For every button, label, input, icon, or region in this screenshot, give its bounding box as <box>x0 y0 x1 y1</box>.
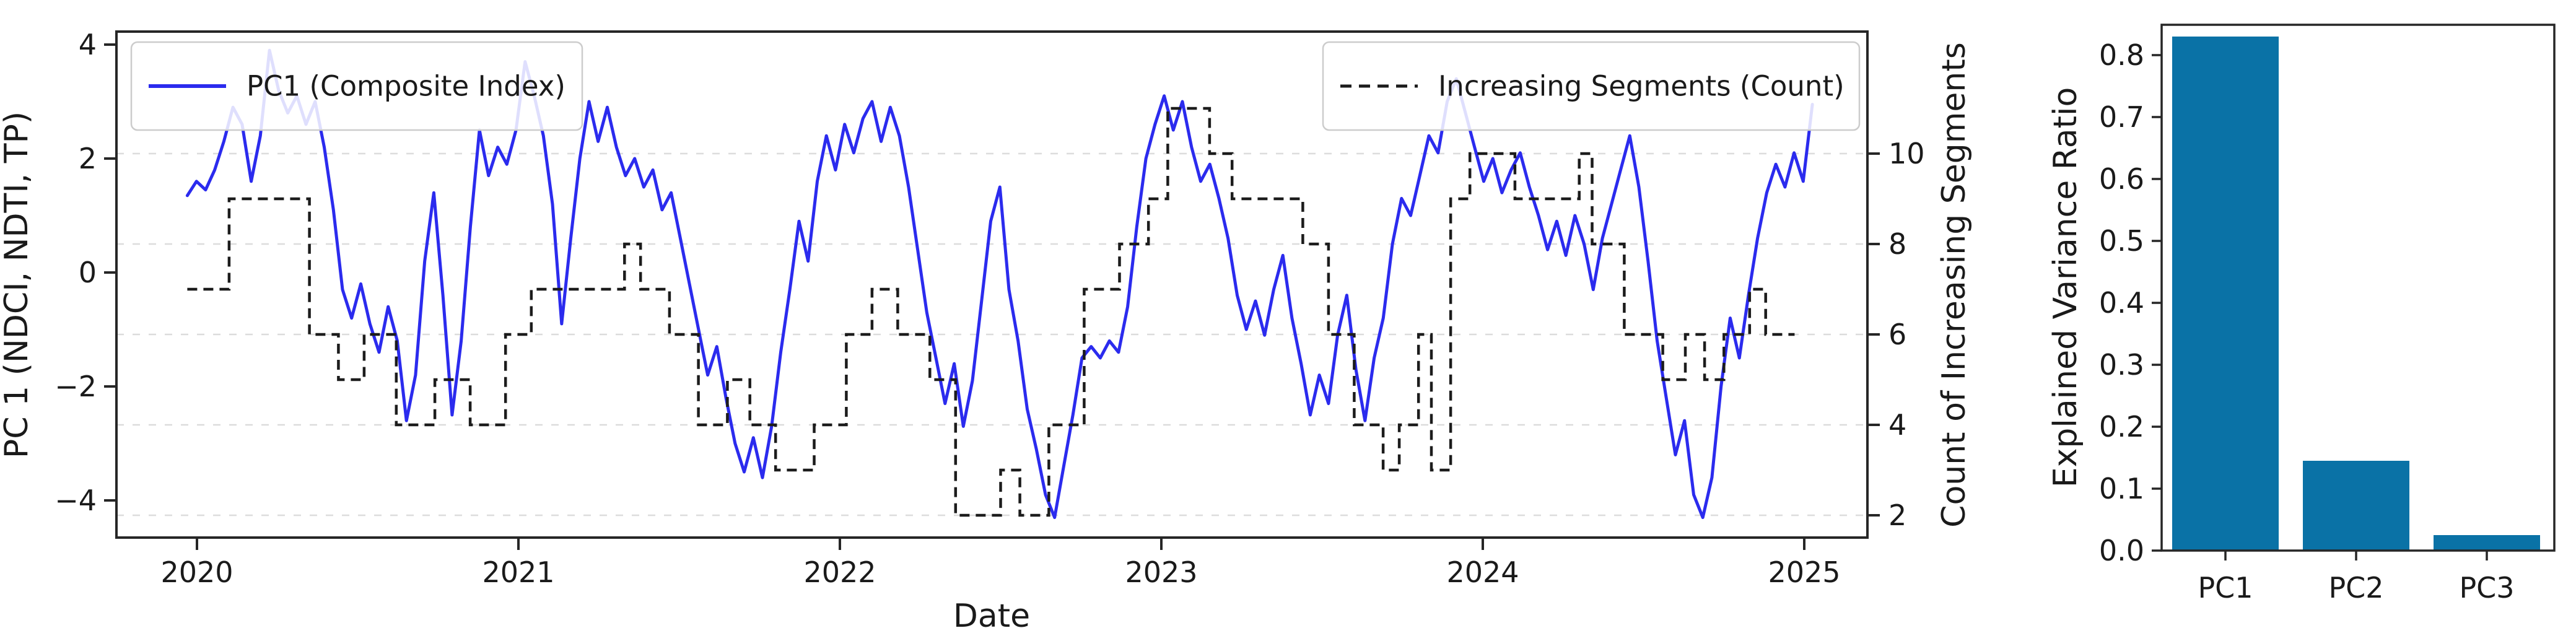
variance-y-axis-label: Explained Variance Ratio <box>2047 87 2084 488</box>
bar-x-tick-label: PC1 <box>2198 571 2253 604</box>
x-tick-label: 2025 <box>1768 556 1840 589</box>
bar-x-tick-label: PC3 <box>2459 571 2514 604</box>
legend-pc1: PC1 (Composite Index) <box>130 41 583 131</box>
bar-y-tick-label: 0.6 <box>2099 162 2144 196</box>
x-tick-label: 2022 <box>803 556 876 589</box>
bar-y-tick-label: 0.3 <box>2099 348 2144 382</box>
bar-y-tick-label: 0.2 <box>2099 410 2144 443</box>
count-step-line <box>187 107 1795 517</box>
plot-border <box>2160 24 2556 552</box>
legend-box <box>130 41 583 131</box>
bar-y-tick-label: 0.0 <box>2099 534 2144 567</box>
left-y-tick-label: 2 <box>79 142 97 175</box>
x-tick-label: 2021 <box>482 556 554 589</box>
x-axis-label: Date <box>953 598 1030 635</box>
left-y-tick-label: 4 <box>79 28 97 61</box>
axis-ticks: −4 −2 0 2 4 2 4 6 8 10 2020 2021 2022 2023 2024 2025 <box>55 28 1924 589</box>
bar-y-tick-label: 0.7 <box>2099 100 2144 134</box>
left-y-axis-label: PC 1 (NDCI, NDTI, TP) <box>0 111 35 458</box>
plot-border <box>115 30 1869 539</box>
bar-pc1 <box>2172 37 2279 551</box>
bar-pc3 <box>2434 535 2540 551</box>
series-lines <box>185 48 1814 520</box>
bar-y-tick-label: 0.1 <box>2099 472 2144 505</box>
variance-bar-plot: 0.0 0.1 0.2 0.3 0.4 0.5 0.6 0.7 0.8 PC1 PC2 PC3 Exp… <box>2047 24 2556 604</box>
timeseries-plot: −4 −2 0 2 4 2 4 6 8 10 2020 2021 2022 2023 2024 2025 Da… <box>0 28 1973 635</box>
legend-box <box>1322 41 1861 131</box>
bar-pc2 <box>2303 461 2409 551</box>
bar-x-tick-label: PC2 <box>2328 571 2383 604</box>
right-y-tick-label: 10 <box>1888 137 1925 170</box>
legend-segments: Increasing Segments (Count) <box>1322 41 1861 131</box>
right-y-tick-label: 6 <box>1888 318 1906 351</box>
axis-ticks: 0.0 0.1 0.2 0.3 0.4 0.5 0.6 0.7 0.8 PC1 PC2 PC3 <box>2099 38 2515 604</box>
x-tick-label: 2020 <box>160 556 233 589</box>
right-y-tick-label: 4 <box>1888 408 1906 442</box>
pc1-line <box>185 48 1814 520</box>
x-tick-label: 2024 <box>1446 556 1519 589</box>
legend-pc1-label: PC1 (Composite Index) <box>247 70 565 103</box>
left-y-tick-label: −4 <box>55 484 97 517</box>
left-y-tick-label: 0 <box>79 256 97 289</box>
legend-segments-label: Increasing Segments (Count) <box>1438 70 1845 103</box>
right-y-axis-label: Count of Increasing Segments <box>1936 42 1973 528</box>
right-y-tick-label: 2 <box>1888 499 1906 532</box>
x-tick-label: 2023 <box>1125 556 1197 589</box>
right-y-tick-label: 8 <box>1888 227 1906 261</box>
bar-y-tick-label: 0.8 <box>2099 38 2144 72</box>
bar-y-tick-label: 0.4 <box>2099 286 2144 320</box>
bars <box>2172 37 2540 551</box>
bar-y-tick-label: 0.5 <box>2099 224 2144 258</box>
left-y-tick-label: −2 <box>55 370 97 403</box>
